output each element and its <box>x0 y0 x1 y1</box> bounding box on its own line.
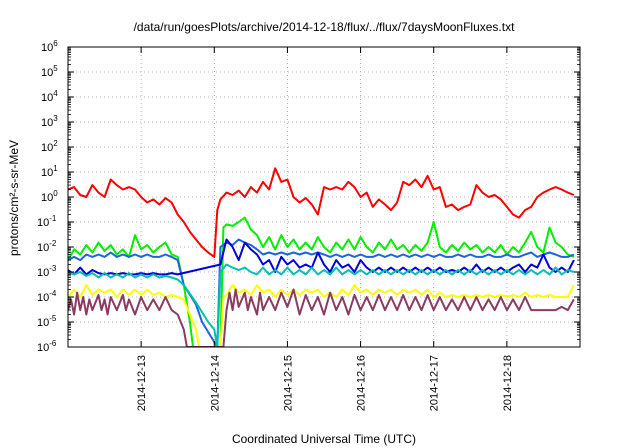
series-line-2 <box>68 216 575 347</box>
y-tick-exponent: -6 <box>49 339 57 348</box>
y-tick-exponent: -2 <box>49 239 57 248</box>
y-tick-exponent: -5 <box>49 314 57 323</box>
x-tick-label: 2014-12-13 <box>136 355 148 411</box>
y-tick-exponent: 2 <box>53 139 58 148</box>
series-line-1 <box>68 167 575 258</box>
x-tick-label: 2014-12-16 <box>356 355 368 411</box>
x-axis-label: Coordinated Universal Time (UTC) <box>232 432 416 446</box>
series-line-5 <box>68 263 575 347</box>
x-tick-label: 2014-12-18 <box>502 355 514 411</box>
y-tick-exponent: -1 <box>49 214 57 223</box>
x-tick-label: 2014-12-17 <box>429 355 441 411</box>
series-line-6 <box>68 284 575 347</box>
y-tick-exponent: 3 <box>53 114 58 123</box>
y-tick-exponent: 4 <box>53 89 58 98</box>
y-tick-exponent: 0 <box>53 189 58 198</box>
x-tick-label: 2014-12-15 <box>282 355 294 411</box>
y-axis-label: protons/cm²-s-sr-MeV <box>7 140 21 256</box>
series-line-3 <box>68 238 575 347</box>
y-tick-exponent: -4 <box>49 289 57 298</box>
y-tick-exponent: -3 <box>49 264 57 273</box>
y-tick-exponent: 1 <box>53 164 58 173</box>
plot-frame <box>67 46 581 348</box>
axes-layer <box>67 46 581 348</box>
chart-title: /data/run/goesPlots/archive/2014-12-18/f… <box>134 20 516 34</box>
x-tick-label: 2014-12-14 <box>209 355 221 411</box>
y-tick-exponent: 5 <box>53 64 58 73</box>
y-tick-exponent: 6 <box>53 39 58 48</box>
tick-labels: 10-610-510-410-310-210-11001011021031041… <box>37 39 514 411</box>
series-layer <box>68 167 575 347</box>
series-line-7 <box>68 288 575 347</box>
